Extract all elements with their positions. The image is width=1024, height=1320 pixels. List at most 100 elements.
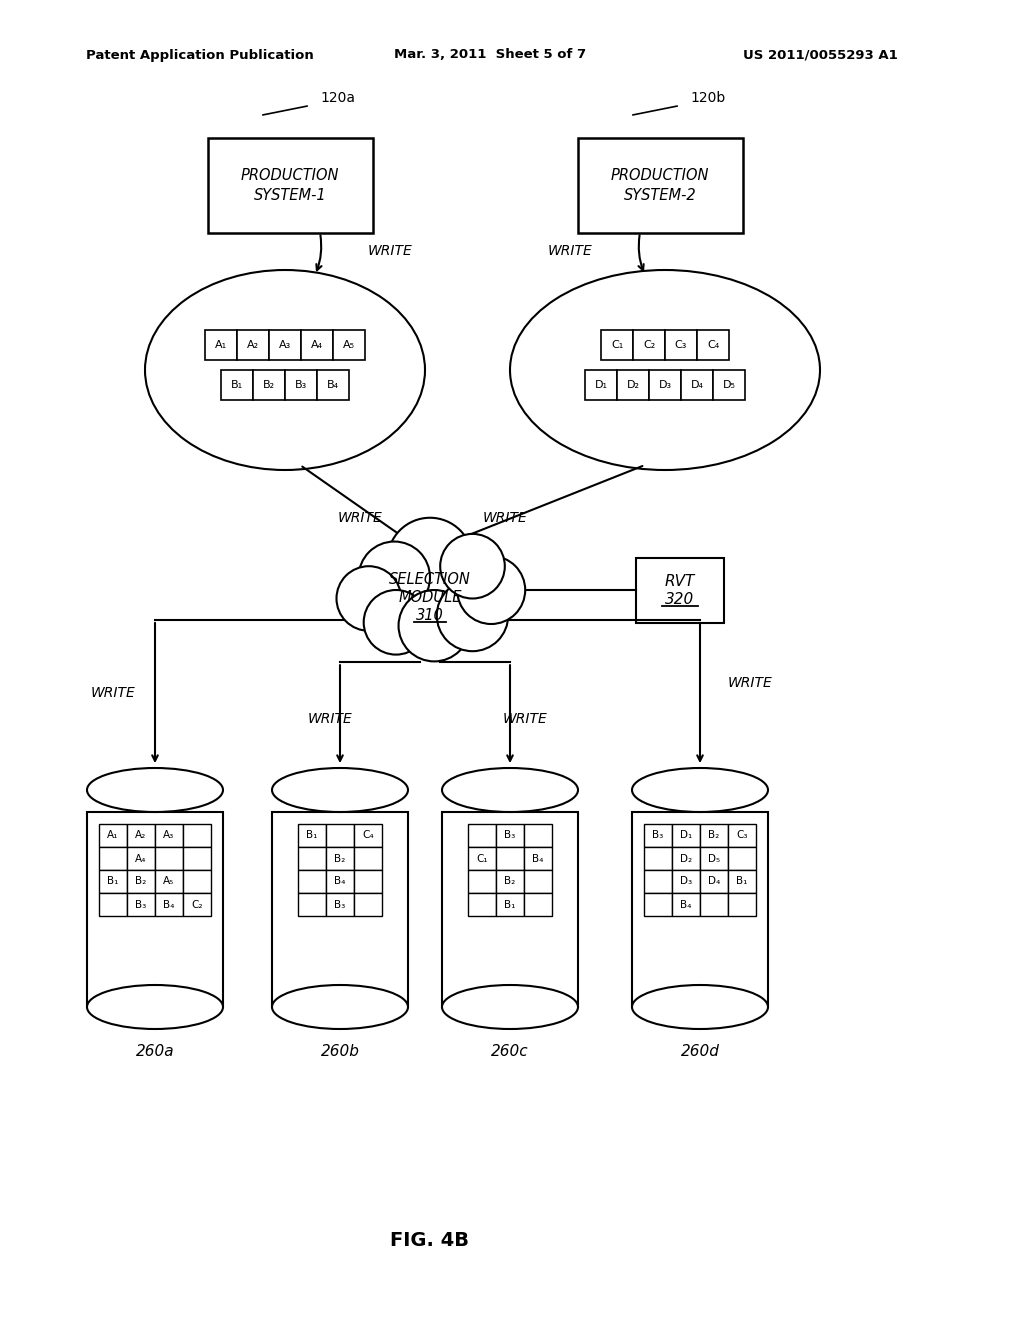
FancyBboxPatch shape bbox=[183, 894, 211, 916]
FancyBboxPatch shape bbox=[468, 870, 496, 894]
FancyBboxPatch shape bbox=[326, 847, 354, 870]
Text: B₂: B₂ bbox=[709, 830, 720, 841]
Text: 320: 320 bbox=[666, 593, 694, 607]
Text: B₁: B₁ bbox=[108, 876, 119, 887]
Text: B₃: B₃ bbox=[505, 830, 516, 841]
FancyBboxPatch shape bbox=[649, 370, 681, 400]
FancyBboxPatch shape bbox=[644, 824, 672, 847]
FancyBboxPatch shape bbox=[524, 894, 552, 916]
Ellipse shape bbox=[442, 768, 578, 812]
Text: A₅: A₅ bbox=[164, 876, 175, 887]
FancyBboxPatch shape bbox=[183, 847, 211, 870]
FancyBboxPatch shape bbox=[127, 824, 155, 847]
FancyBboxPatch shape bbox=[333, 330, 365, 360]
Text: B₄: B₄ bbox=[680, 899, 691, 909]
Text: C₃: C₃ bbox=[675, 341, 687, 350]
Text: 260c: 260c bbox=[492, 1044, 528, 1059]
Ellipse shape bbox=[442, 985, 578, 1030]
FancyBboxPatch shape bbox=[127, 870, 155, 894]
Text: B₂: B₂ bbox=[335, 854, 346, 863]
Text: D₃: D₃ bbox=[658, 380, 672, 389]
FancyBboxPatch shape bbox=[672, 847, 700, 870]
FancyBboxPatch shape bbox=[468, 824, 496, 847]
Ellipse shape bbox=[87, 768, 223, 812]
Text: SYSTEM-1: SYSTEM-1 bbox=[254, 187, 327, 202]
FancyBboxPatch shape bbox=[155, 824, 183, 847]
FancyBboxPatch shape bbox=[632, 812, 768, 1007]
FancyBboxPatch shape bbox=[208, 137, 373, 232]
FancyBboxPatch shape bbox=[87, 812, 223, 1007]
FancyBboxPatch shape bbox=[713, 370, 745, 400]
FancyBboxPatch shape bbox=[99, 870, 127, 894]
Text: A₂: A₂ bbox=[247, 341, 259, 350]
Text: C₂: C₂ bbox=[191, 899, 203, 909]
FancyBboxPatch shape bbox=[326, 894, 354, 916]
Text: B₂: B₂ bbox=[263, 380, 275, 389]
Text: B₁: B₁ bbox=[504, 899, 516, 909]
FancyBboxPatch shape bbox=[326, 870, 354, 894]
FancyBboxPatch shape bbox=[205, 330, 237, 360]
FancyBboxPatch shape bbox=[155, 894, 183, 916]
FancyBboxPatch shape bbox=[354, 824, 382, 847]
FancyBboxPatch shape bbox=[317, 370, 349, 400]
FancyBboxPatch shape bbox=[298, 894, 326, 916]
FancyBboxPatch shape bbox=[496, 847, 524, 870]
Circle shape bbox=[437, 579, 508, 651]
FancyBboxPatch shape bbox=[601, 330, 633, 360]
FancyBboxPatch shape bbox=[636, 557, 724, 623]
FancyBboxPatch shape bbox=[665, 330, 697, 360]
FancyBboxPatch shape bbox=[644, 894, 672, 916]
Text: 310: 310 bbox=[416, 609, 443, 623]
Text: 260a: 260a bbox=[136, 1044, 174, 1059]
Text: C₃: C₃ bbox=[736, 830, 748, 841]
Text: D₅: D₅ bbox=[723, 380, 735, 389]
FancyBboxPatch shape bbox=[633, 330, 665, 360]
Text: 120a: 120a bbox=[321, 91, 355, 104]
FancyBboxPatch shape bbox=[524, 824, 552, 847]
Text: 260d: 260d bbox=[681, 1044, 720, 1059]
Ellipse shape bbox=[87, 985, 223, 1030]
FancyBboxPatch shape bbox=[285, 370, 317, 400]
Circle shape bbox=[358, 541, 430, 612]
Text: B₃: B₃ bbox=[295, 380, 307, 389]
Text: A₄: A₄ bbox=[135, 854, 146, 863]
FancyBboxPatch shape bbox=[672, 894, 700, 916]
FancyBboxPatch shape bbox=[728, 847, 756, 870]
Text: B₄: B₄ bbox=[334, 876, 346, 887]
FancyBboxPatch shape bbox=[354, 847, 382, 870]
FancyBboxPatch shape bbox=[728, 894, 756, 916]
FancyBboxPatch shape bbox=[644, 870, 672, 894]
FancyBboxPatch shape bbox=[578, 137, 742, 232]
FancyBboxPatch shape bbox=[697, 330, 729, 360]
Text: A₃: A₃ bbox=[279, 341, 291, 350]
FancyBboxPatch shape bbox=[253, 370, 285, 400]
Text: WRITE: WRITE bbox=[482, 511, 527, 525]
Circle shape bbox=[337, 566, 401, 631]
Text: B₄: B₄ bbox=[532, 854, 544, 863]
Text: B₂: B₂ bbox=[135, 876, 146, 887]
Text: WRITE: WRITE bbox=[338, 511, 382, 525]
FancyBboxPatch shape bbox=[496, 894, 524, 916]
FancyBboxPatch shape bbox=[272, 812, 408, 1007]
Circle shape bbox=[364, 590, 428, 655]
FancyBboxPatch shape bbox=[183, 870, 211, 894]
FancyBboxPatch shape bbox=[524, 870, 552, 894]
FancyBboxPatch shape bbox=[617, 370, 649, 400]
Text: 120b: 120b bbox=[690, 91, 726, 104]
FancyBboxPatch shape bbox=[127, 894, 155, 916]
Text: B₁: B₁ bbox=[736, 876, 748, 887]
Text: A₃: A₃ bbox=[164, 830, 175, 841]
FancyBboxPatch shape bbox=[442, 812, 578, 1007]
Text: A₁: A₁ bbox=[108, 830, 119, 841]
Text: C₁: C₁ bbox=[611, 341, 624, 350]
Text: A₂: A₂ bbox=[135, 830, 146, 841]
Text: RVT: RVT bbox=[665, 574, 695, 590]
FancyBboxPatch shape bbox=[237, 330, 269, 360]
FancyBboxPatch shape bbox=[585, 370, 617, 400]
FancyBboxPatch shape bbox=[700, 870, 728, 894]
Ellipse shape bbox=[632, 768, 768, 812]
FancyBboxPatch shape bbox=[221, 370, 253, 400]
FancyBboxPatch shape bbox=[99, 894, 127, 916]
FancyBboxPatch shape bbox=[496, 870, 524, 894]
Circle shape bbox=[457, 556, 525, 624]
